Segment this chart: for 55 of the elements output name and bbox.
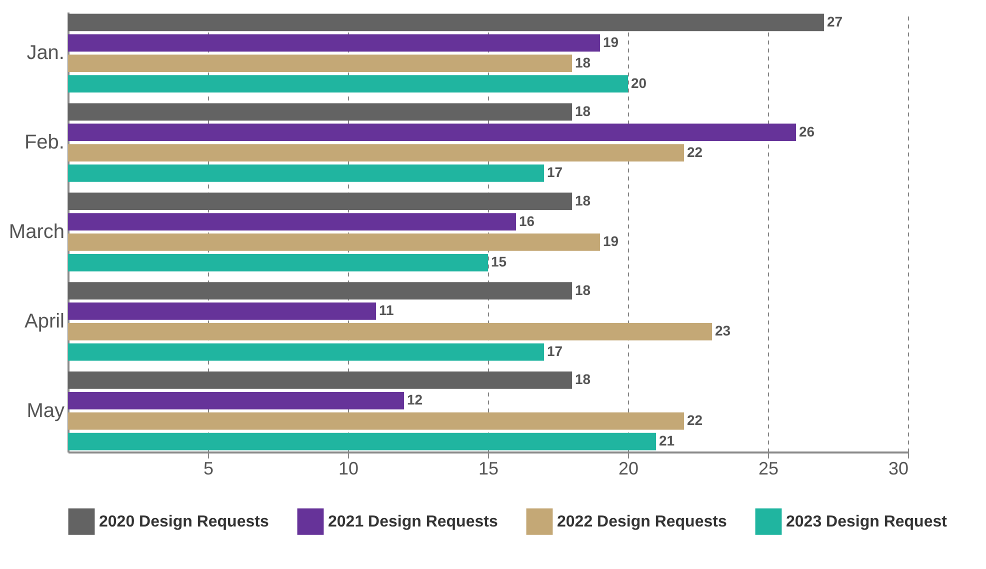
data-label: 19 [603, 34, 619, 50]
y-tick-label: April [24, 310, 64, 332]
bar [68, 14, 824, 32]
bar [68, 164, 544, 182]
bar [68, 302, 376, 320]
data-label: 18 [575, 54, 591, 70]
bar [68, 234, 600, 251]
x-tick-label: 10 [338, 458, 359, 478]
bar [68, 372, 572, 389]
data-label: 23 [715, 322, 731, 339]
legend-label: 2023 Design Request [786, 514, 948, 531]
data-label: 18 [575, 282, 591, 298]
y-tick-label: Jan. [26, 42, 64, 64]
y-tick-label: May [26, 400, 64, 422]
data-label: 12 [407, 392, 423, 408]
data-label: 19 [603, 233, 619, 250]
data-label: 20 [631, 74, 647, 91]
bar [68, 124, 796, 142]
bar [68, 34, 600, 52]
data-label: 21 [659, 432, 675, 449]
bar [68, 213, 516, 230]
bar [68, 144, 684, 162]
bar [68, 75, 628, 92]
data-label: 16 [519, 212, 535, 229]
x-tick-label: 15 [478, 458, 499, 478]
data-label: 15 [491, 254, 507, 270]
legend-label: 2020 Design Requests [99, 514, 269, 531]
data-label: 17 [547, 164, 563, 180]
x-tick-label: 30 [888, 458, 908, 478]
data-label: 22 [687, 144, 703, 160]
bar [68, 54, 572, 72]
data-label: 11 [379, 302, 394, 318]
data-label: 18 [575, 371, 591, 388]
bar [68, 103, 572, 121]
data-label: 18 [575, 102, 591, 119]
bar [68, 282, 572, 300]
bar [68, 254, 488, 272]
data-label: 26 [799, 123, 815, 140]
legend-label: 2022 Design Requests [557, 514, 727, 531]
data-label: 18 [575, 192, 591, 208]
data-label: 22 [687, 412, 703, 428]
bar [68, 392, 404, 410]
bar [68, 343, 544, 361]
y-tick-label: March [8, 221, 64, 243]
bar [68, 322, 712, 340]
data-label: 17 [547, 343, 563, 360]
x-tick-label: 5 [203, 458, 214, 478]
legend-label: 2021 Design Requests [328, 514, 498, 531]
bar [68, 432, 656, 450]
bar [68, 412, 684, 430]
x-tick-label: 25 [758, 458, 779, 478]
x-tick-label: 20 [618, 458, 639, 478]
y-tick-label: Feb. [24, 132, 64, 154]
bar [68, 192, 572, 210]
data-label: 27 [827, 13, 843, 30]
